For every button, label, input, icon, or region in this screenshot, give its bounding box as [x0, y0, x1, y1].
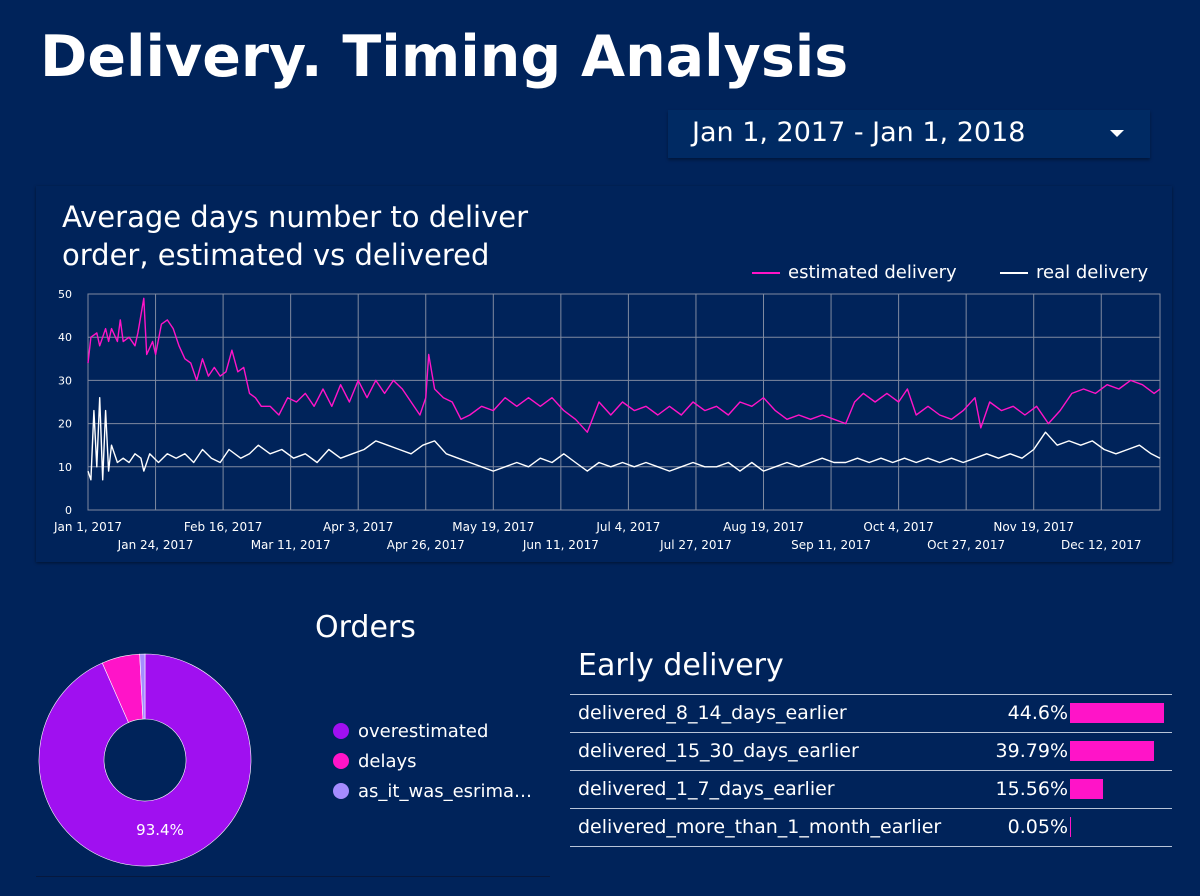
y-tick-label: 40 — [58, 331, 72, 344]
line-chart-card — [36, 186, 1172, 562]
y-tick-label: 10 — [58, 461, 72, 474]
x-tick-label: Mar 11, 2017 — [251, 538, 331, 552]
y-tick-label: 50 — [58, 288, 72, 301]
x-tick-label: Apr 26, 2017 — [387, 538, 465, 552]
row-bar — [1070, 741, 1154, 761]
legend-estimated-delivery[interactable]: estimated delivery — [752, 262, 957, 283]
y-tick-label: 0 — [65, 504, 72, 517]
x-tick-label: Apr 3, 2017 — [323, 520, 393, 534]
row-bar — [1070, 817, 1071, 837]
x-tick-label: May 19, 2017 — [452, 520, 534, 534]
legend-label: as_it_was_esrima… — [358, 780, 533, 802]
table-row[interactable]: delivered_15_30_days_earlier 39.79% — [570, 732, 1172, 770]
table-row[interactable]: delivered_8_14_days_earlier 44.6% — [570, 694, 1172, 732]
date-range-label: Jan 1, 2017 - Jan 1, 2018 — [692, 117, 1026, 148]
x-tick-label: Feb 16, 2017 — [184, 520, 263, 534]
legend-label: estimated delivery — [788, 262, 957, 283]
date-range-picker[interactable]: Jan 1, 2017 - Jan 1, 2018 — [668, 110, 1150, 158]
x-tick-label: Jan 24, 2017 — [117, 538, 194, 552]
row-label: delivered_8_14_days_earlier — [578, 702, 847, 724]
row-bar — [1070, 779, 1103, 799]
early-delivery-table: delivered_8_14_days_earlier 44.6% delive… — [570, 694, 1172, 847]
page-title: Delivery. Timing Analysis — [40, 24, 849, 90]
x-tick-label: Jan 1, 2017 — [53, 520, 122, 534]
plot-area-border — [87, 293, 1161, 511]
row-label: delivered_more_than_1_month_earlier — [578, 816, 942, 838]
pie-slice-2 — [139, 653, 146, 720]
legend-label: real delivery — [1036, 262, 1149, 283]
x-tick-label: Nov 19, 2017 — [993, 520, 1074, 534]
legend-swatch — [752, 272, 780, 274]
x-tick-label: Oct 4, 2017 — [863, 520, 933, 534]
y-tick-label: 30 — [58, 374, 72, 387]
pie-slice-0 — [38, 653, 252, 867]
bar-table-title: Early delivery — [578, 648, 784, 683]
legend-real-delivery[interactable]: real delivery — [1000, 262, 1148, 283]
table-row[interactable]: delivered_more_than_1_month_earlier 0.05… — [570, 808, 1172, 847]
series-line-estimated-delivery — [87, 297, 1161, 433]
caret-down-icon — [1110, 130, 1124, 137]
pie-legend-item-as-it-was-estimated[interactable]: as_it_was_esrima… — [333, 776, 532, 806]
row-bar — [1070, 703, 1164, 723]
legend-dot — [333, 723, 349, 739]
x-tick-label: Aug 19, 2017 — [723, 520, 804, 534]
y-tick-label: 20 — [58, 418, 72, 431]
x-tick-label: Dec 12, 2017 — [1061, 538, 1141, 552]
legend-swatch — [1000, 272, 1028, 274]
pie-data-label: 93.4% — [136, 821, 184, 839]
row-value: 39.79% — [995, 740, 1068, 762]
series-line-real-delivery — [87, 397, 1161, 481]
legend-label: delays — [358, 750, 417, 772]
legend-dot — [333, 753, 349, 769]
x-tick-label: Oct 27, 2017 — [927, 538, 1005, 552]
pie-chart-title: Orders — [315, 610, 416, 645]
table-row[interactable]: delivered_1_7_days_earlier 15.56% — [570, 770, 1172, 808]
line-chart[interactable]: 0 10 20 30 40 50 Jan 1, 2017 Jan 24, 2017 Feb 16… — [36, 280, 1172, 560]
row-value: 0.05% — [1007, 816, 1068, 838]
row-label: delivered_1_7_days_earlier — [578, 778, 835, 800]
x-tick-label: Jun 11, 2017 — [522, 538, 599, 552]
legend-dot — [333, 783, 349, 799]
legend-label: overestimated — [358, 720, 489, 742]
pie-legend-item-overestimated[interactable]: overestimated — [333, 716, 532, 746]
row-value: 44.6% — [1007, 702, 1068, 724]
x-tick-label: Sep 11, 2017 — [791, 538, 871, 552]
pie-legend-item-delays[interactable]: delays — [333, 746, 532, 776]
line-chart-title: Average days number to deliver order, es… — [62, 200, 528, 272]
x-tick-label: Jul 4, 2017 — [595, 520, 660, 534]
pie-chart[interactable]: 93.4% — [30, 645, 260, 875]
row-value: 15.56% — [995, 778, 1068, 800]
pie-legend: overestimated delays as_it_was_esrima… — [333, 716, 532, 806]
x-tick-label: Jul 27, 2017 — [659, 538, 732, 552]
row-label: delivered_15_30_days_earlier — [578, 740, 859, 762]
